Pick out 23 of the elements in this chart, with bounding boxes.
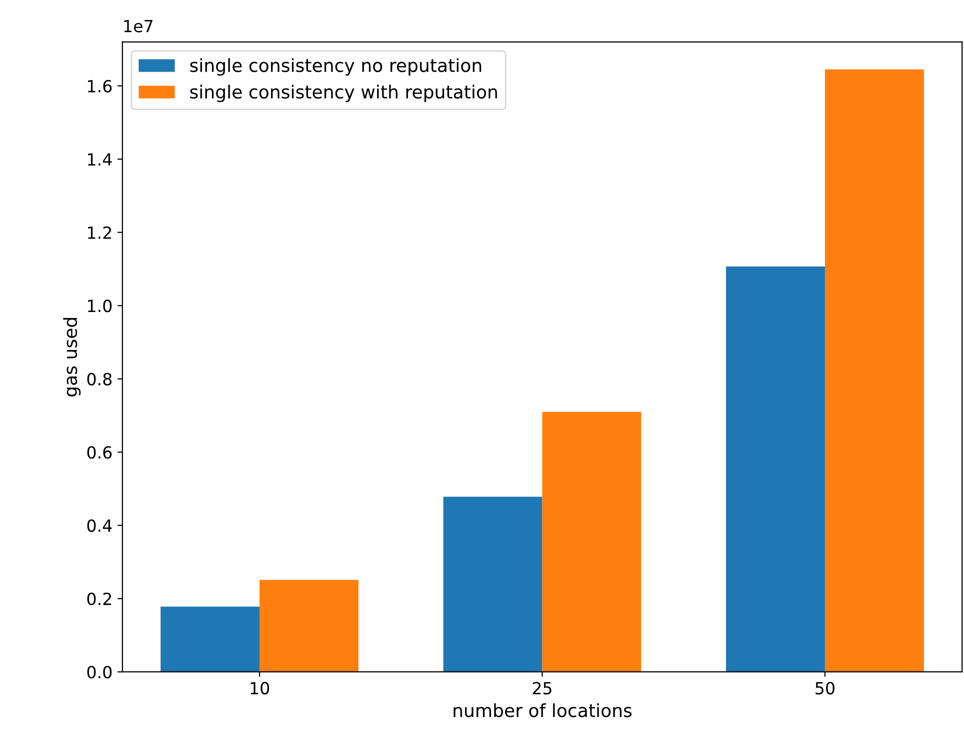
y-tick-label: 0.4 bbox=[87, 519, 112, 532]
y-axis-title: gas used bbox=[63, 318, 81, 396]
y-tick-label: 0.8 bbox=[87, 372, 112, 386]
bar bbox=[160, 606, 260, 672]
text: 1e7 bbox=[124, 20, 152, 32]
bar bbox=[542, 412, 642, 672]
x-tick-label: 50 bbox=[816, 682, 834, 694]
y-tick-label: 0.6 bbox=[87, 446, 112, 459]
bar bbox=[824, 69, 924, 672]
y-tick-label: 1.2 bbox=[88, 226, 112, 239]
y-tick-label: 1.0 bbox=[88, 300, 112, 312]
y-tick-label: 1.4 bbox=[88, 153, 112, 166]
legend-label: single consistency with reputation bbox=[190, 84, 497, 102]
x-tick-label: 25 bbox=[532, 682, 552, 694]
legend-label: single consistency no reputation bbox=[190, 58, 482, 76]
bar bbox=[443, 496, 542, 672]
bar bbox=[260, 580, 358, 672]
y-tick-label: 1.6 bbox=[88, 80, 112, 92]
x-axis-title: number of locations bbox=[454, 703, 632, 718]
x-tick-label: 10 bbox=[250, 682, 270, 694]
y-tick-label: 0.2 bbox=[87, 592, 112, 606]
bar bbox=[726, 266, 825, 672]
y-tick-label: 0.0 bbox=[87, 666, 112, 678]
